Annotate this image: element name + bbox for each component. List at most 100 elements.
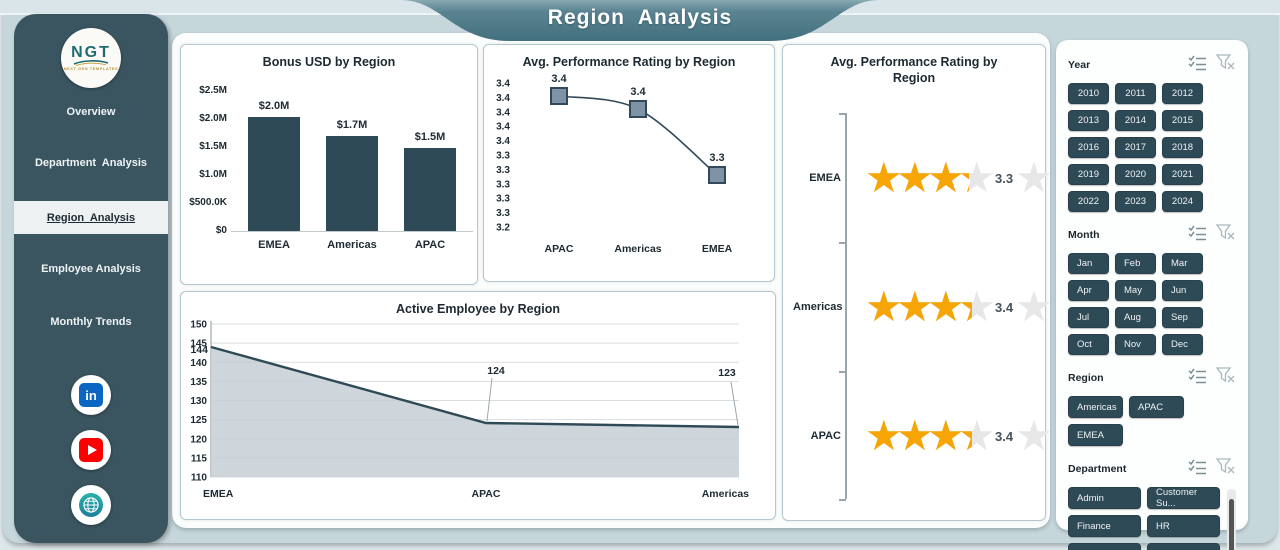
star-fill-glyph: ★ [958,283,972,331]
star-fill: ★ [958,412,972,460]
multi-select-icon[interactable] [1188,225,1207,246]
sidebar-item-overview[interactable]: Overview [14,97,168,127]
line-marker-emea[interactable] [708,166,726,184]
sidebar-item-monthly-trends[interactable]: Monthly Trends [14,307,168,337]
filter-button-emea[interactable]: EMEA [1068,424,1123,446]
star-base: ★ [958,412,996,459]
sidebar-item-region-analysis[interactable]: Region Analysis [14,201,168,234]
star-icon: ★★ [958,154,996,202]
filter-button-apr[interactable]: Apr [1068,280,1109,301]
filter-button-2014[interactable]: 2014 [1115,110,1156,131]
filter-button-2021[interactable]: 2021 [1162,164,1203,185]
filter-button-2013[interactable]: 2013 [1068,110,1109,131]
filter-button-it[interactable]: IT [1068,543,1141,550]
star-row-emea[interactable]: EMEA★★★★★★★★3.3★ [793,133,1053,223]
star-icon: ★★ [865,283,903,331]
sidebar-item-employee-analysis[interactable]: Employee Analysis [14,254,168,284]
filter-button-2018[interactable]: 2018 [1162,137,1203,158]
filter-button-feb[interactable]: Feb [1115,253,1156,274]
bar-apac[interactable] [404,148,456,231]
filter-button-2022[interactable]: 2022 [1068,191,1109,212]
area-y-tick: 150 [190,320,207,331]
area-fill[interactable] [211,347,739,477]
linkedin-icon[interactable]: in [71,375,111,415]
star-fill-glyph: ★ [896,283,931,330]
bar-americas[interactable] [326,136,378,231]
filter-button-2011[interactable]: 2011 [1115,83,1156,104]
star-rating-chart: EMEA★★★★★★★★3.3★Americas★★★★★★★★3.4★APAC… [783,85,1053,505]
filter-button-nov[interactable]: Nov [1115,334,1156,355]
filter-button-admin[interactable]: Admin [1068,487,1141,509]
filter-button-apac[interactable]: APAC [1129,396,1184,418]
logo-text: NGT [71,43,111,61]
line-y-tick: 3.3 [496,208,510,219]
star-row-apac[interactable]: APAC★★★★★★★★3.4★ [793,391,1053,481]
multi-select-icon[interactable] [1188,55,1207,76]
youtube-icon[interactable] [71,430,111,470]
filter-button-sep[interactable]: Sep [1162,307,1203,328]
clear-filter-icon[interactable] [1215,367,1236,389]
area-y-tick: 115 [191,453,208,464]
star-base: ★ [958,283,996,330]
bar-emea[interactable] [248,117,300,231]
clear-filter-icon[interactable] [1215,224,1236,246]
filter-button-2015[interactable]: 2015 [1162,110,1203,131]
filter-button-americas[interactable]: Americas [1068,396,1123,418]
department-scrollbar-thumb[interactable] [1229,499,1234,550]
play-icon [87,445,97,455]
filter-button-hr[interactable]: HR [1147,515,1220,537]
filter-button-jul[interactable]: Jul [1068,307,1109,328]
page-header-banner: Region Analysis [390,0,890,44]
filter-button-customer-su-[interactable]: Customer Su... [1147,487,1220,509]
filter-button-oct[interactable]: Oct [1068,334,1109,355]
star-icon: ★ [1015,154,1053,202]
clear-filter-icon[interactable] [1215,54,1236,76]
line-marker-americas[interactable] [629,100,647,118]
star-fill: ★ [927,283,962,331]
page-title: Region Analysis [547,6,733,29]
filter-button-may[interactable]: May [1115,280,1156,301]
filter-button-2017[interactable]: 2017 [1115,137,1156,158]
star-row-americas[interactable]: Americas★★★★★★★★3.4★ [793,262,1053,352]
filter-button-mar[interactable]: Mar [1162,253,1203,274]
sidebar-item-label: Monthly Trends [50,316,132,328]
filter-button-jan[interactable]: Jan [1068,253,1109,274]
star-row-label: APAC [810,430,841,442]
filter-button-2023[interactable]: 2023 [1115,191,1156,212]
line-category-label: Americas [614,243,661,255]
filter-button-2020[interactable]: 2020 [1115,164,1156,185]
filter-button-legal[interactable]: Legal [1147,543,1220,550]
sidebar-item-department-analysis[interactable]: Department Analysis [14,148,168,178]
filter-section-department: Department Admin Customer Su... Finance HR IT… [1068,458,1236,550]
linkedin-badge: in [79,383,103,407]
app-logo: NGT NEXT GEN TEMPLATES [61,28,121,88]
filter-button-2016[interactable]: 2016 [1068,137,1109,158]
filter-button-2010[interactable]: 2010 [1068,83,1109,104]
line-marker-apac[interactable] [550,87,568,105]
star-fill-glyph: ★ [958,412,972,460]
star-base: ★ [927,154,965,201]
sidebar-item-label: Employee Analysis [41,263,141,275]
filter-button-2019[interactable]: 2019 [1068,164,1109,185]
multi-select-icon[interactable] [1188,368,1207,389]
filter-button-aug[interactable]: Aug [1115,307,1156,328]
multi-select-icon[interactable] [1188,459,1207,480]
line-y-tick: 3.3 [496,151,510,162]
star-icon: ★★ [896,154,934,202]
filter-button-jun[interactable]: Jun [1162,280,1203,301]
department-scrollbar-track[interactable] [1227,489,1236,550]
star-fill-glyph: ★ [927,283,962,330]
website-globe-icon[interactable] [71,485,111,525]
filter-section-month: Month Jan Feb Mar Apr May Jun Jul Aug Sep Oct Nov De… [1068,224,1236,355]
clear-filter-icon[interactable] [1215,458,1236,480]
filter-button-finance[interactable]: Finance [1068,515,1141,537]
filter-button-dec[interactable]: Dec [1162,334,1203,355]
filter-button-2024[interactable]: 2024 [1162,191,1203,212]
star-base: ★ [865,412,903,459]
filter-header-department: Department [1068,458,1236,480]
filter-button-2012[interactable]: 2012 [1162,83,1203,104]
filter-label: Year [1068,59,1091,71]
star-base: ★ [1015,412,1053,459]
